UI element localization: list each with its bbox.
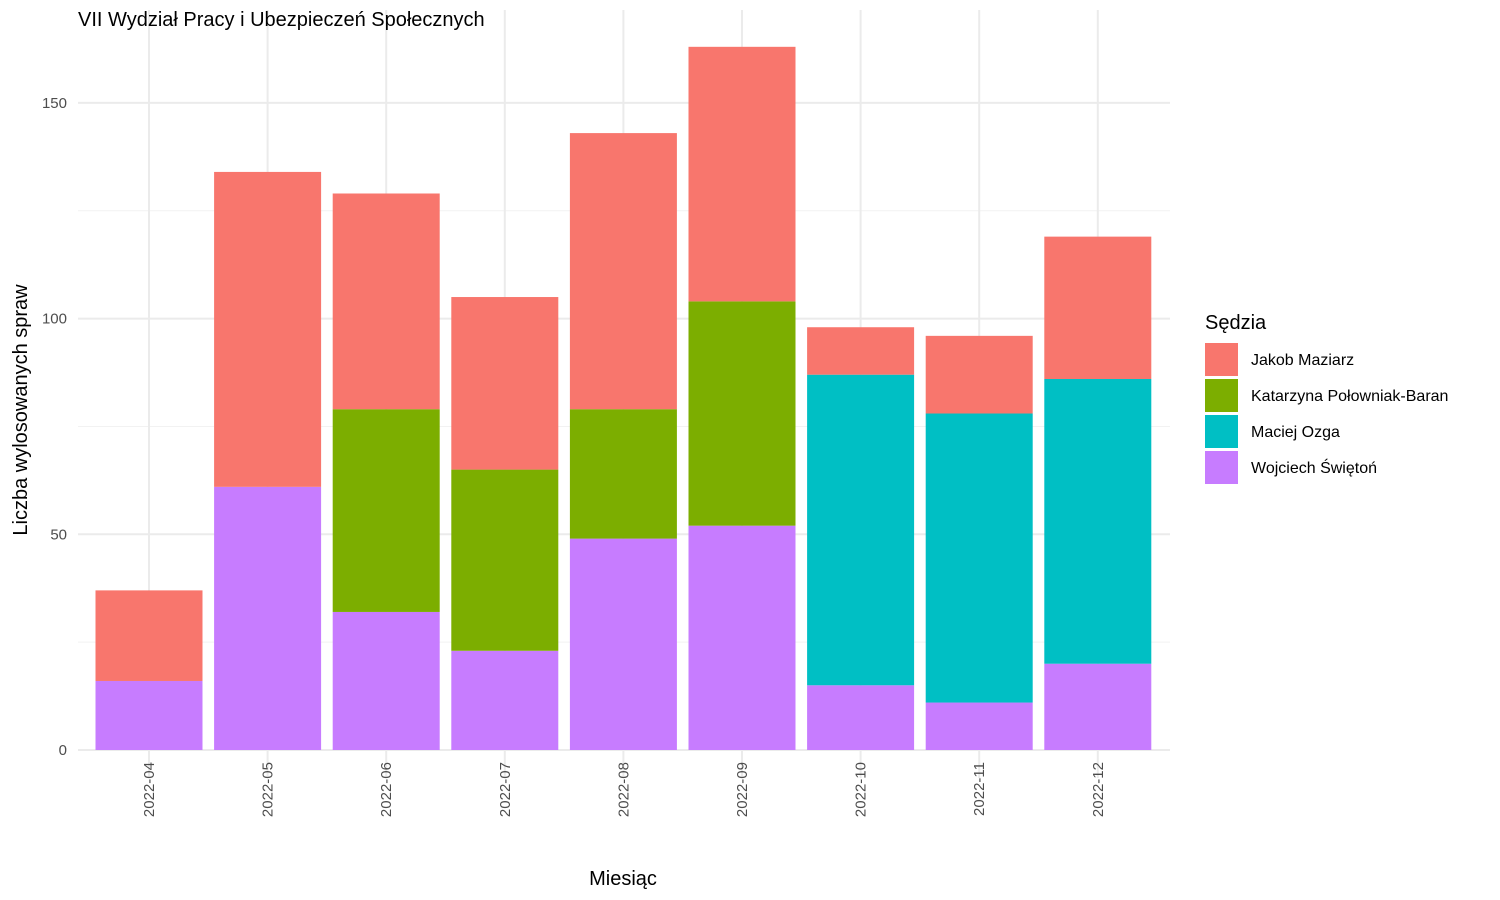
bar-segment [569, 409, 677, 539]
bar-segment [688, 301, 796, 526]
bar-segment [214, 171, 322, 487]
bar-segment [451, 650, 559, 750]
bar-segment [1044, 378, 1152, 664]
y-tick-label: 100 [42, 311, 67, 328]
bar-segment [332, 611, 440, 750]
legend-swatch [1205, 415, 1238, 448]
legend-items: Jakob Maziarz Katarzyna Połowniak-Baran Ma… [1205, 343, 1448, 484]
chart-title: VII Wydział Pracy i Ubezpieczeń Społeczn… [78, 9, 485, 31]
bar-segment [332, 409, 440, 612]
x-tick-label: 2022-04 [141, 762, 158, 817]
x-tick-label: 2022-08 [615, 762, 632, 817]
x-tick-label: 2022-10 [853, 762, 870, 817]
bar-segment [925, 413, 1033, 703]
bars-layer [95, 46, 1152, 750]
legend-label: Wojciech Świętoń [1251, 458, 1377, 477]
legend: Sędzia Jakob Maziarz Katarzyna Połowniak-… [1205, 312, 1448, 484]
x-tick-label: 2022-12 [1090, 762, 1107, 817]
bar-segment [569, 538, 677, 750]
bar-segment [807, 685, 915, 750]
y-tick-label: 0 [59, 742, 67, 759]
bar-segment [925, 702, 1033, 750]
x-tick-label: 2022-09 [734, 762, 751, 817]
bar-segment [451, 297, 559, 470]
bar-segment [1044, 236, 1152, 379]
bar-segment [1044, 663, 1152, 750]
legend-label: Katarzyna Połowniak-Baran [1251, 388, 1448, 405]
bar-segment [807, 374, 915, 686]
x-tick-label: 2022-05 [260, 762, 277, 817]
bar-segment [214, 486, 322, 750]
bar-segment [95, 680, 203, 750]
legend-swatch [1205, 343, 1238, 376]
bar-segment [925, 335, 1033, 414]
y-axis-ticks: 0 50 100 150 [42, 95, 67, 759]
x-axis-ticks: 2022-04 2022-05 2022-06 2022-07 2022-08 2022-… [141, 762, 1107, 817]
y-tick-label: 50 [50, 526, 67, 543]
bar-segment [688, 525, 796, 750]
x-tick-label: 2022-07 [497, 762, 514, 817]
x-tick-label: 2022-06 [378, 762, 395, 817]
y-tick-label: 150 [42, 95, 67, 112]
legend-label: Jakob Maziarz [1251, 352, 1354, 369]
legend-title: Sędzia [1205, 312, 1267, 334]
bar-segment [807, 327, 915, 375]
bar-segment [95, 590, 203, 681]
bar-segment [332, 193, 440, 410]
y-axis-title: Liczba wylosowanych spraw [10, 284, 32, 536]
bar-segment [569, 133, 677, 410]
legend-label: Maciej Ozga [1251, 424, 1340, 441]
bar-segment [688, 46, 796, 302]
legend-swatch [1205, 379, 1238, 412]
x-tick-label: 2022-11 [971, 762, 988, 816]
legend-swatch [1205, 451, 1238, 484]
bar-segment [451, 469, 559, 651]
x-axis-title: Miesiąc [589, 868, 657, 890]
